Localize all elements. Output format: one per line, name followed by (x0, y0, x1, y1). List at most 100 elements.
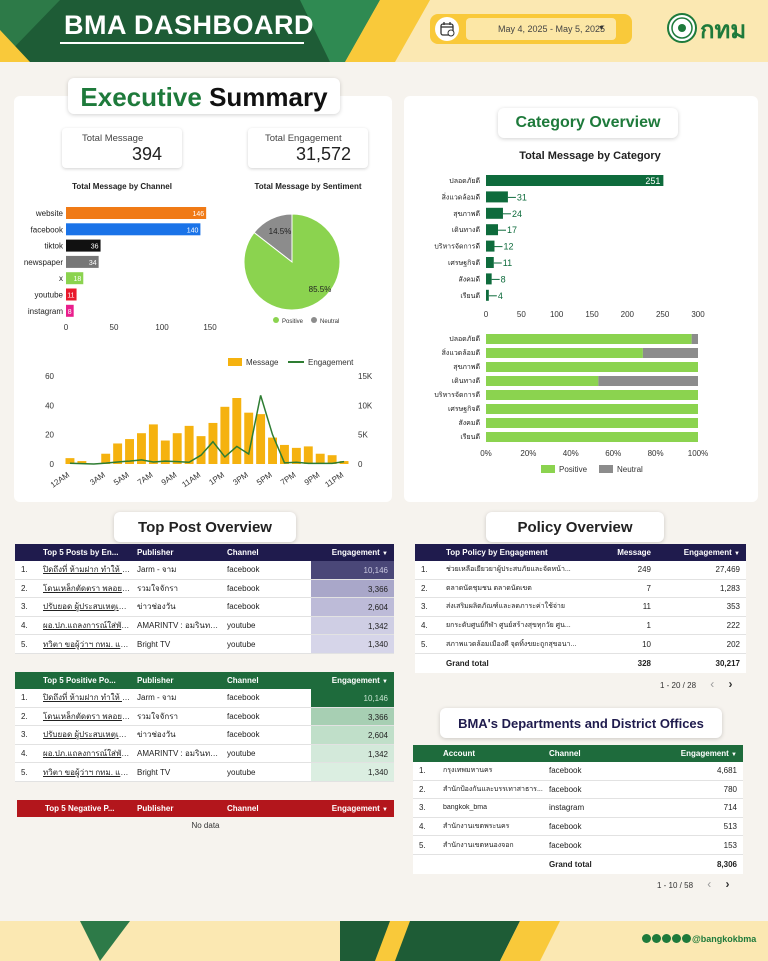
col-header-publisher[interactable]: Publisher (137, 676, 174, 685)
table-row[interactable]: 5. ทวิตา ขอผู้ว่าฯ กทม. แถล... Bright TV… (15, 763, 394, 782)
table-row[interactable]: 5. สำนักงานเขตหนองจอก facebook 153 (413, 836, 743, 855)
post-link[interactable]: โดนเหล็กตัดตรา พลอยให้ที่ ... (43, 583, 131, 593)
col-header-engagement[interactable]: Engagement ▼ (311, 804, 394, 813)
col-header-engagement[interactable]: Engagement ▼ (311, 676, 394, 685)
channel-value: 18 (73, 276, 81, 283)
chevron-left-icon[interactable]: ‹ (710, 677, 715, 691)
category-label: เรียนดี (460, 292, 480, 300)
table-row[interactable]: 5. ทวิตา ขอผู้ว่าฯ กทม. แถล... Bright TV… (15, 635, 394, 654)
table-row[interactable]: 3. ส่งเสริมผลิตภัณฑ์และลดภาระค่าใช้จ่าย … (415, 598, 746, 617)
sort-desc-icon[interactable]: ▼ (382, 551, 388, 557)
instagram-icon[interactable] (662, 934, 671, 943)
table-row[interactable]: 2. โดนเหล็กตัดตรา พลอยให้ที่ ... รวมใจจั… (15, 707, 394, 727)
table-row[interactable]: 4. สำนักงานเขตพระนคร facebook 513 (413, 817, 743, 837)
sort-desc-icon[interactable]: ▼ (734, 551, 740, 557)
table-row[interactable]: 1. ช่วยเหลือเยียวยาผู้ประสบภัยและจัดหน้า… (415, 561, 746, 580)
col-header-channel[interactable]: Channel (227, 676, 259, 685)
social-handle: @bangkokbma (692, 934, 757, 944)
table-row[interactable]: 1. ปิดถึงที่ ห้ามฝาก ทำให้ ผิดฯ Jarm - จ… (15, 689, 394, 708)
grand-total-row: Grand total 328 30,217 (415, 653, 746, 673)
col-header-channel[interactable]: Channel (227, 548, 259, 557)
x-icon[interactable] (642, 934, 651, 943)
date-range-value[interactable]: May 4, 2025 - May 5, 2025 (466, 18, 616, 40)
sort-desc-icon[interactable]: ▼ (731, 752, 737, 758)
channel-bar (66, 304, 74, 317)
row-number: 3. (21, 730, 28, 740)
x-tick-label: 7AM (136, 470, 155, 487)
table-row[interactable]: 2. โดนเหล็กตัดตรา พลอยให้ที่ ... รวมใจจั… (15, 579, 394, 599)
calendar-icon[interactable] (435, 17, 459, 41)
col-header-channel[interactable]: Channel (549, 749, 581, 758)
col-header-policy[interactable]: Top Policy by Engagement (446, 548, 548, 557)
col-header-post[interactable]: Top 5 Posts by En... (43, 548, 119, 557)
col-header-channel[interactable]: Channel (227, 804, 259, 813)
sort-desc-icon[interactable]: ▼ (382, 807, 388, 813)
table-row[interactable]: 1. ปิดถึงที่ ห้ามฝาก ทำให้ ผิดฯ Jarm - จ… (15, 561, 394, 580)
col-header-publisher[interactable]: Publisher (137, 548, 174, 557)
post-link[interactable]: ปรับยอด ผู้ประสบเหตุเพิ่ม... (43, 602, 131, 612)
col-header-post[interactable]: Top 5 Negative P... (45, 804, 115, 813)
x-tick-label: 40% (563, 449, 579, 458)
channel-cell: facebook (549, 822, 582, 832)
policy-name-cell: ตลาดนัดชุมชน ตลาดนัดเขต (446, 584, 532, 592)
sentiment-pie-chart[interactable]: 85.5% 14.5% Positive Neutral (243, 200, 374, 330)
facebook-icon[interactable] (652, 934, 661, 943)
row-number: 4. (21, 621, 28, 631)
tiktok-icon[interactable] (682, 934, 691, 943)
post-link[interactable]: ทวิตา ขอผู้ว่าฯ กทม. แถล... (43, 767, 131, 777)
post-link[interactable]: ปิดถึงที่ ห้ามฝาก ทำให้ ผิดฯ (43, 565, 131, 575)
footer-bar (0, 921, 768, 961)
post-link[interactable]: ผอ.ปภ.แถลงการณ์ใส่พัด... (43, 621, 131, 631)
col-header-message[interactable]: Message (617, 548, 651, 557)
col-header-engagement[interactable]: Engagement ▼ (311, 548, 394, 557)
chevron-left-icon[interactable]: ‹ (707, 877, 712, 891)
top-posts-table: Top 5 Posts by En... Publisher Channel E… (15, 544, 394, 654)
category-bar-chart[interactable]: ปลอดภัยดี 251 สิ่งแวดล้อมดี 31 สุขภาพดี 24 เดิ… (410, 168, 710, 338)
channel-cell: youtube (227, 749, 256, 759)
col-header-engagement[interactable]: Engagement ▼ (657, 548, 746, 557)
col-header-post[interactable]: Top 5 Positive Po... (43, 676, 116, 685)
chevron-right-icon[interactable]: › (728, 677, 733, 691)
post-link[interactable]: ปรับยอด ผู้ประสบเหตุเพิ่ม... (43, 730, 131, 740)
sort-desc-icon[interactable]: ▼ (382, 679, 388, 685)
category-label: สุขภาพดี (453, 363, 480, 371)
youtube-icon[interactable] (672, 934, 681, 943)
channel-cell: facebook (549, 784, 582, 794)
title-summary: Summary (209, 82, 328, 112)
post-link[interactable]: ทวิตา ขอผู้ว่าฯ กทม. แถล... (43, 639, 131, 649)
title-executive: Executive (80, 82, 202, 112)
table-row[interactable]: 2. ตลาดนัดชุมชน ตลาดนัดเขต 7 1,283 (415, 579, 746, 599)
table-header: Top 5 Positive Po... Publisher Channel E… (15, 672, 394, 689)
table-row[interactable]: 4. ยกระดับศูนย์กีฬา ศูนย์สร้างสุขทุกวัย … (415, 616, 746, 636)
table-row[interactable]: 1. กรุงเทพมหานคร facebook 4,681 (413, 762, 743, 781)
table-row[interactable]: 3. ปรับยอด ผู้ประสบเหตุเพิ่ม... ข่าวช่อง… (15, 726, 394, 745)
channel-chart-title: Total Message by Channel (72, 182, 172, 191)
post-link[interactable]: โดนเหล็กตัดตรา พลอยให้ที่ ... (43, 711, 131, 721)
grand-total-label: Grand total (446, 658, 489, 668)
channel-cell: facebook (227, 693, 260, 703)
publisher-cell: Jarm - จาม (137, 693, 177, 703)
category-label: สิ่งแวดล้อมดี (442, 348, 480, 357)
channel-bar-chart[interactable]: website 146 facebook 140 tiktok 36 newspaper 34… (22, 200, 217, 350)
col-header-publisher[interactable]: Publisher (137, 804, 174, 813)
table-row[interactable]: 4. ผอ.ปภ.แถลงการณ์ใส่พัด... AMARINTV : อ… (15, 616, 394, 636)
category-sentiment-stacked-chart[interactable]: ปลอดภัยดีสิ่งแวดล้อมดีสุขภาพดีเดินทางดีบ… (410, 328, 710, 478)
chevron-right-icon[interactable]: › (725, 877, 730, 891)
channel-bar (66, 255, 99, 268)
hourly-combo-chart[interactable]: Message Engagement 0 20 40 60 0 5K 10K 15K 12AM 3AM… (20, 350, 390, 490)
table-row[interactable]: 5. สภาพแวดล้อมเมืองดี จุดทิ้งขยะถูกสุขอน… (415, 635, 746, 654)
message-bar (125, 439, 134, 464)
post-link[interactable]: ผอ.ปภ.แถลงการณ์ใส่พัด... (43, 749, 131, 759)
table-row[interactable]: 3. ปรับยอด ผู้ประสบเหตุเพิ่ม... ข่าวช่อง… (15, 598, 394, 617)
table-row[interactable]: 2. สำนักป้องกันและบรรเทาสาธาร... faceboo… (413, 780, 743, 800)
table-row[interactable]: 3. bangkok_bma instagram 714 (413, 799, 743, 818)
post-link[interactable]: ปิดถึงที่ ห้ามฝาก ทำให้ ผิดฯ (43, 693, 131, 703)
row-number: 5. (421, 639, 428, 649)
table-row[interactable]: 4. ผอ.ปภ.แถลงการณ์ใส่พัด... AMARINTV : อ… (15, 744, 394, 764)
col-header-engagement[interactable]: Engagement ▼ (653, 749, 743, 758)
publisher-cell: Bright TV (137, 767, 171, 777)
engagement-cell: 3,366 (311, 707, 394, 726)
col-header-account[interactable]: Account (443, 749, 475, 758)
chevron-down-icon[interactable]: ▼ (598, 25, 605, 32)
date-range-picker[interactable]: May 4, 2025 - May 5, 2025 ▼ (430, 14, 632, 44)
